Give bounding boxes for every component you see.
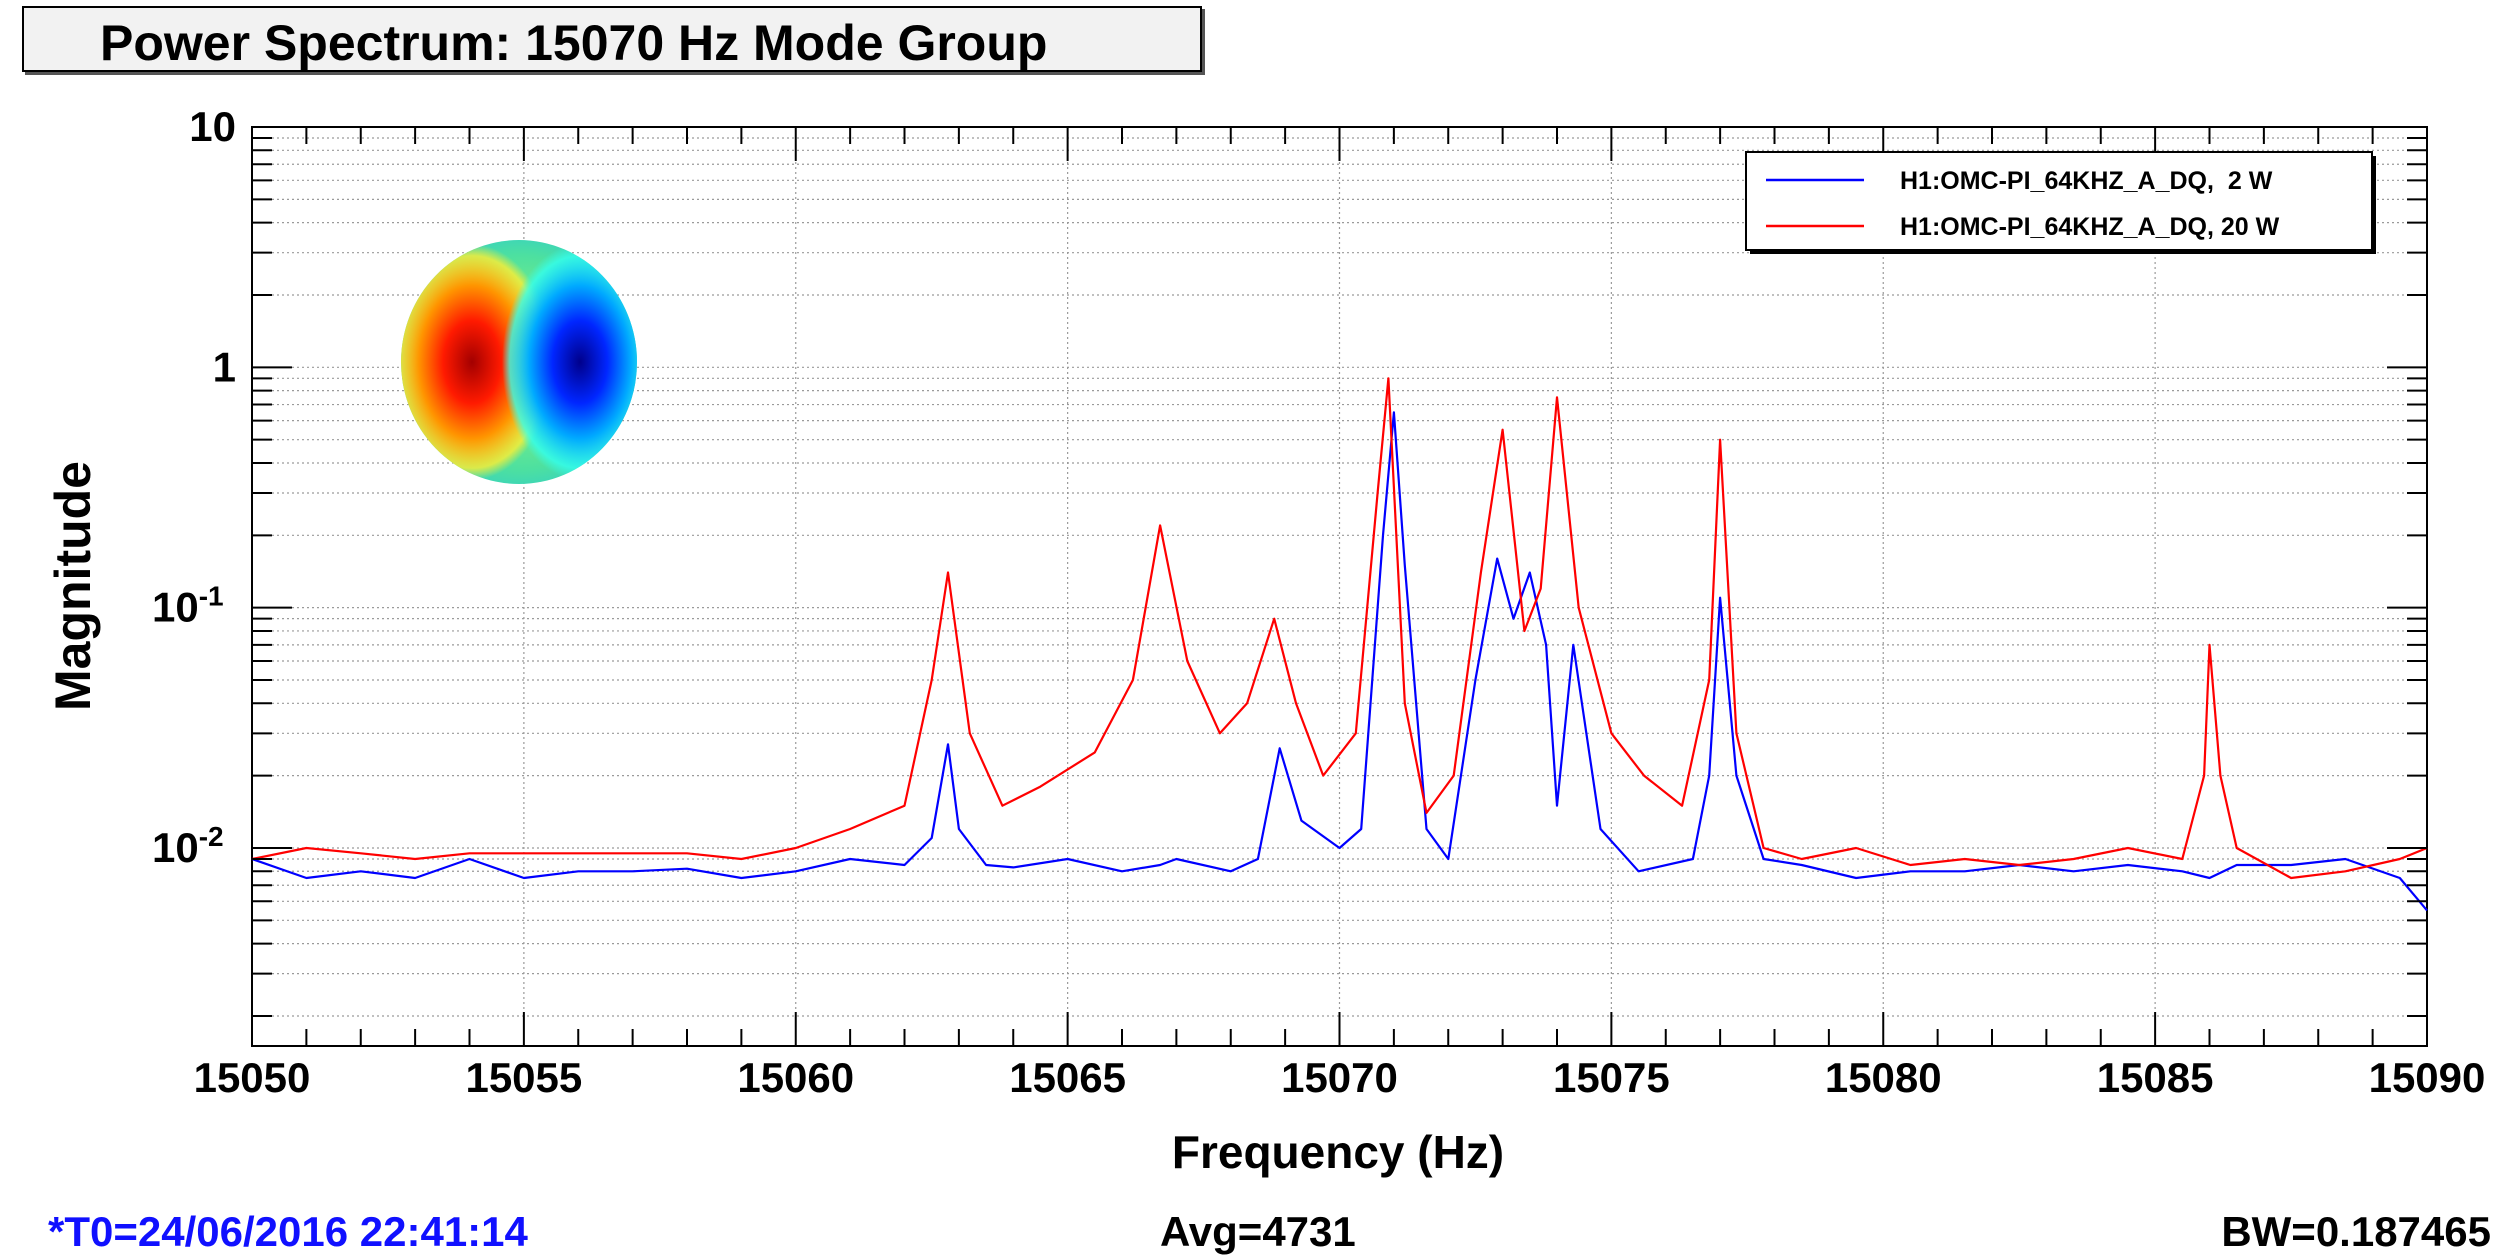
legend: H1:OMC-PI_64KHZ_A_DQ, 2 W H1:OMC-PI_64KHZ…: [1745, 151, 2376, 254]
footer-bw: BW=0.187465: [2221, 1208, 2491, 1255]
y-tick-label: 10: [189, 103, 236, 150]
x-tick-label: 15050: [194, 1054, 311, 1101]
x-tick-label: 15055: [465, 1054, 582, 1101]
y-tick-base: 10: [152, 584, 199, 631]
title-box: Power Spectrum: 15070 Hz Mode Group: [22, 6, 1202, 72]
y-tick-exponent: -1: [199, 581, 224, 612]
x-tick-label: 15085: [2097, 1054, 2214, 1101]
legend-box: [1745, 151, 2373, 251]
footer-avg: Avg=4731: [1160, 1208, 1356, 1255]
x-tick-label: 15060: [737, 1054, 854, 1101]
footer-time: *T0=24/06/2016 22:41:14: [48, 1208, 528, 1255]
legend-label: H1:OMC-PI_64KHZ_A_DQ, 20 W: [1900, 213, 2280, 241]
chart-title: Power Spectrum: 15070 Hz Mode Group: [100, 15, 1048, 71]
y-tick-exponent: -2: [199, 821, 224, 852]
x-tick-label: 15090: [2369, 1054, 2486, 1101]
x-axis-label: Frequency (Hz): [1172, 1126, 1504, 1178]
axis-labels: 15050 15055 15060 15065 15070 15075 15080 15085…: [45, 103, 2485, 1178]
series-line-2w: [251, 411, 2428, 912]
ticks: [251, 126, 2428, 1046]
y-tick-label: 10-1: [152, 581, 224, 631]
x-tick-label: 15080: [1825, 1054, 1942, 1101]
y-axis-label: Magnitude: [45, 461, 101, 711]
series-lines: [251, 377, 2428, 912]
y-tick-base: 10: [152, 824, 199, 871]
mode-shape-inset: [401, 240, 637, 484]
legend-label: H1:OMC-PI_64KHZ_A_DQ, 2 W: [1900, 167, 2273, 195]
y-tick-label: 10-2: [152, 821, 224, 871]
x-tick-label: 15070: [1281, 1054, 1398, 1101]
grid: [252, 127, 2427, 1046]
x-tick-label: 15065: [1009, 1054, 1126, 1101]
y-tick-label: 1: [213, 343, 236, 390]
x-tick-label: 15075: [1553, 1054, 1670, 1101]
series-line-20w: [251, 377, 2428, 880]
